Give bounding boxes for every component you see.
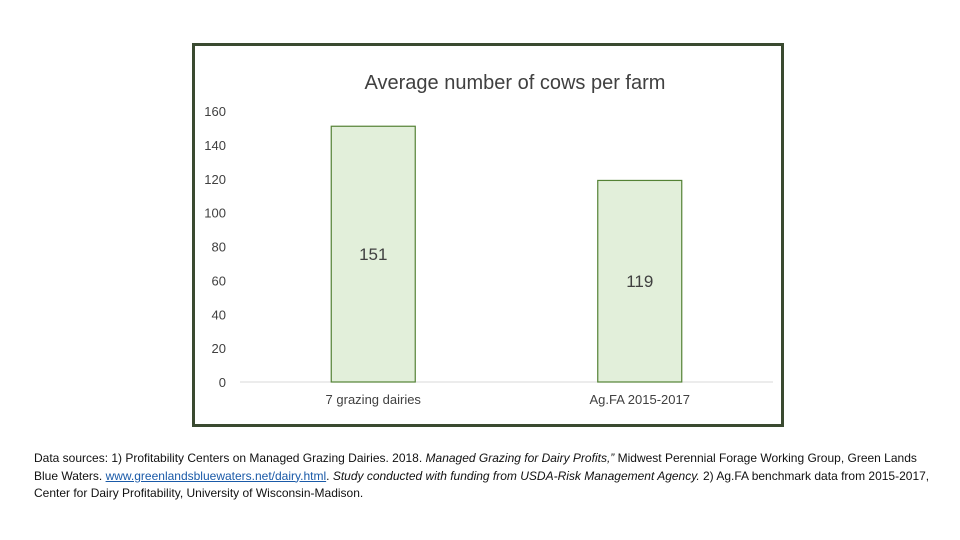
y-tick-label: 120 xyxy=(204,172,226,187)
data-label: 151 xyxy=(359,245,387,264)
data-sources-note: Data sources: 1) Profitability Centers o… xyxy=(34,450,939,503)
y-tick-label: 60 xyxy=(212,273,226,288)
x-tick-label: Ag.FA 2015-2017 xyxy=(590,392,690,407)
y-tick-label: 40 xyxy=(212,307,226,322)
bar-chart: Average number of cows per farm 0 20 40 60 8… xyxy=(204,72,773,407)
data-label: 119 xyxy=(626,272,653,291)
y-axis: 0 20 40 60 80 100 120 140 160 xyxy=(204,104,226,390)
sources-text-3: . xyxy=(326,468,333,483)
y-tick-label: 20 xyxy=(212,341,226,356)
x-tick-label: 7 grazing dairies xyxy=(326,392,422,407)
chart-title: Average number of cows per farm xyxy=(365,72,666,94)
sources-text-2: Midwest Perennial Forage Working Group, … xyxy=(34,451,917,483)
sources-title-italic: Managed Grazing for Dairy Profits,” xyxy=(425,451,618,465)
bars: 151 119 xyxy=(330,125,683,383)
y-tick-label: 140 xyxy=(204,138,226,153)
y-tick-label: 100 xyxy=(204,206,226,221)
bar xyxy=(597,179,683,383)
x-axis: 7 grazing dairies Ag.FA 2015-2017 xyxy=(326,392,690,407)
sources-text-1: Data sources: 1) Profitability Centers o… xyxy=(34,451,426,465)
y-tick-label: 80 xyxy=(212,240,226,255)
sources-link[interactable]: www.greenlandsbluewaters.net/dairy.html xyxy=(105,468,327,483)
y-tick-label: 0 xyxy=(219,375,226,390)
chart-frame: Average number of cows per farm 0 20 40 60 8… xyxy=(192,43,784,427)
sources-text-4: 2) Ag.FA benchmark data from 2015-2017, … xyxy=(34,468,930,501)
bar xyxy=(330,125,416,383)
y-tick-label: 160 xyxy=(204,104,226,119)
sources-funding-italic: Study conducted with funding from USDA-R… xyxy=(332,468,700,483)
